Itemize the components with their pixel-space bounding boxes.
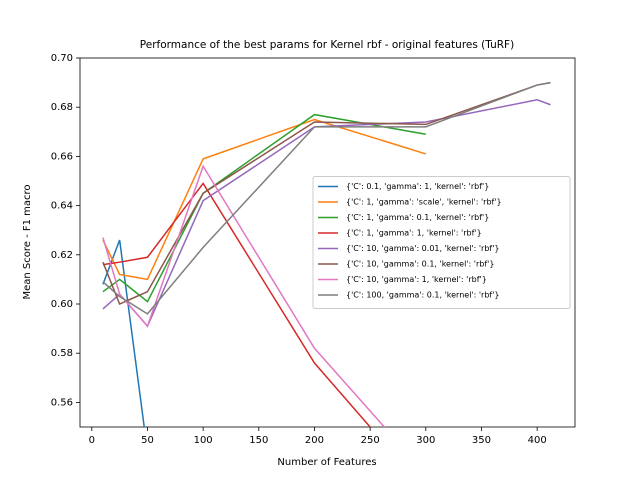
legend-label: {'C': 10, 'gamma': 0.01, 'kernel': 'rbf'…	[346, 244, 500, 253]
legend-label: {'C': 10, 'gamma': 1, 'kernel': 'rbf'}	[346, 275, 487, 284]
series-line	[102, 81, 551, 315]
y-tick-label: 0.70	[51, 53, 73, 64]
x-tick-label: 350	[472, 435, 491, 446]
legend-label: {'C': 0.1, 'gamma': 1, 'kernel': 'rbf'}	[346, 182, 489, 191]
y-tick-label: 0.60	[51, 299, 73, 310]
x-tick-label: 100	[194, 435, 213, 446]
x-tick-label: 150	[249, 435, 268, 446]
legend-label: {'C': 100, 'gamma': 0.1, 'kernel': 'rbf'…	[346, 291, 500, 300]
y-tick-label: 0.62	[51, 250, 73, 261]
y-tick-label: 0.66	[51, 151, 73, 162]
x-tick-label: 0	[89, 435, 95, 446]
y-tick-label: 0.56	[51, 397, 73, 408]
x-tick-label: 50	[141, 435, 154, 446]
series-line	[102, 164, 386, 427]
legend-label: {'C': 1, 'gamma': 1, 'kernel': 'rbf'}	[346, 229, 482, 238]
series-line	[102, 182, 372, 427]
x-tick-label: 200	[305, 435, 324, 446]
legend-label: {'C': 1, 'gamma': 0.1, 'kernel': 'rbf'}	[346, 213, 489, 222]
x-tick-label: 400	[528, 435, 547, 446]
x-axis-label: Number of Features	[277, 457, 376, 468]
y-tick-label: 0.58	[51, 348, 73, 359]
x-tick-label: 300	[416, 435, 435, 446]
chart-title: Performance of the best params for Kerne…	[140, 39, 514, 51]
legend-box	[312, 176, 571, 309]
legend-label: {'C': 1, 'gamma': 'scale', 'kernel': 'rb…	[346, 198, 502, 207]
series-line	[102, 239, 145, 427]
legend: {'C': 0.1, 'gamma': 1, 'kernel': 'rbf'} {…	[312, 176, 571, 309]
y-tick-label: 0.68	[51, 102, 73, 113]
x-tick-label: 250	[361, 435, 380, 446]
plot-lines	[102, 81, 551, 427]
y-axis-label: Mean Score - F1 macro	[22, 184, 33, 299]
y-tick-label: 0.64	[51, 201, 73, 212]
legend-label: {'C': 10, 'gamma': 0.1, 'kernel': 'rbf'}	[346, 260, 494, 269]
plot-frame	[79, 57, 576, 428]
